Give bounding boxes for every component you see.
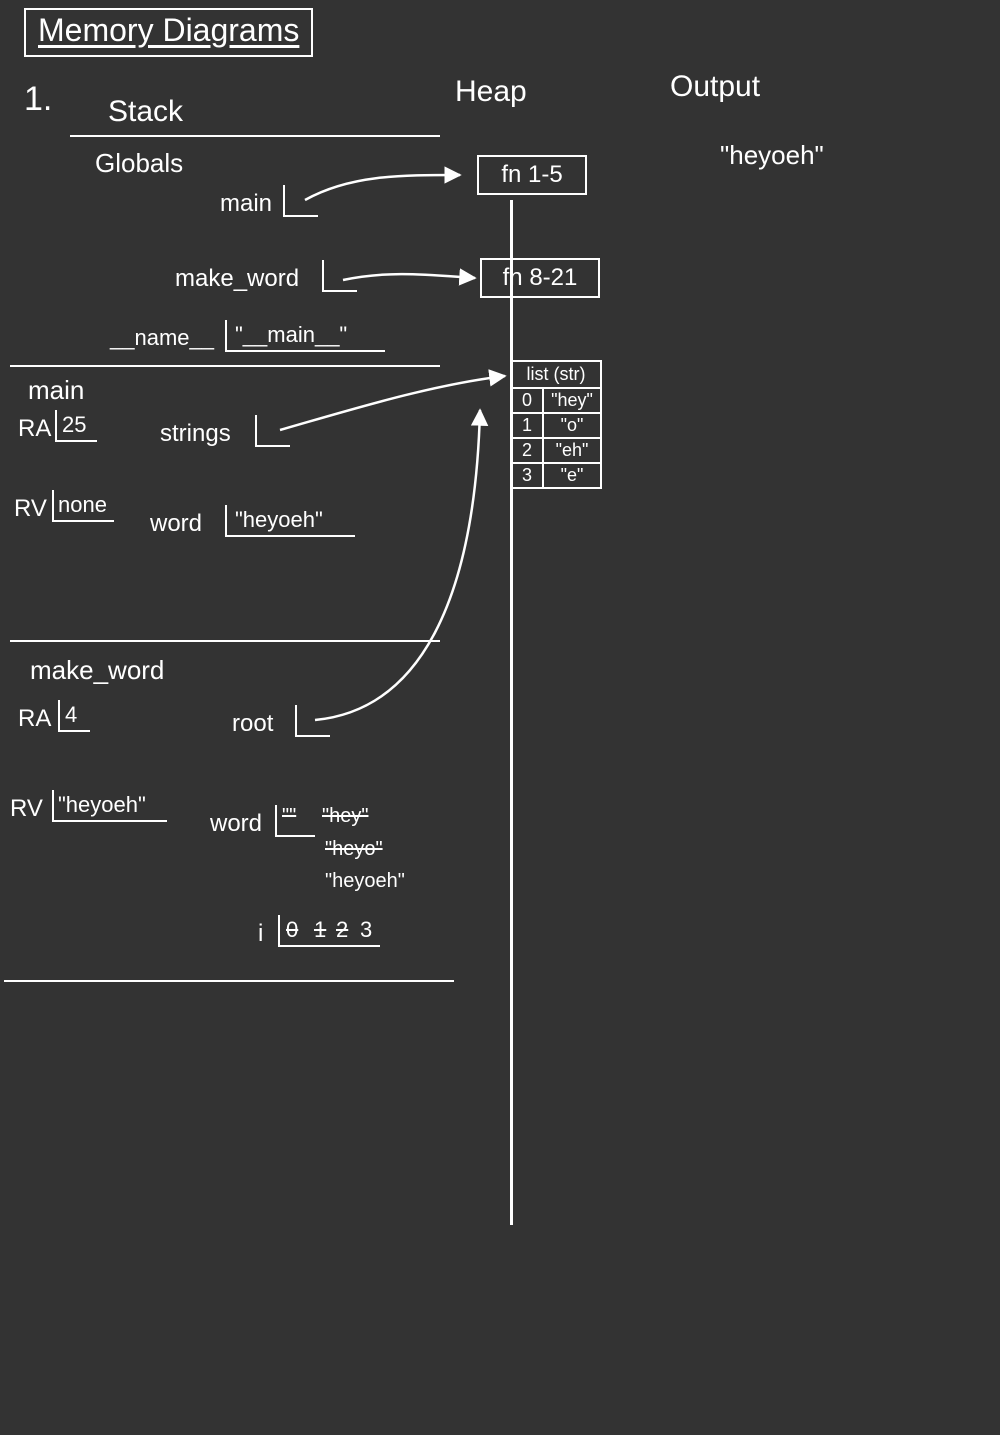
stack-heading: Stack: [108, 95, 183, 129]
frame-divider-2: [10, 640, 440, 642]
arrows-layer: [0, 0, 1000, 1435]
globals-main-slot: [283, 185, 318, 217]
list-idx-0: 0: [512, 389, 544, 412]
heap-fn1: fn 1-5: [477, 155, 587, 195]
arrow-mw-root: [315, 410, 480, 720]
mw-i-hist-3: 3: [360, 917, 372, 943]
list-row: 0 "hey": [512, 389, 600, 412]
globals-name-value: "__main__": [235, 322, 347, 348]
list-val-3: "e": [544, 464, 600, 487]
main-ra-label: RA: [18, 415, 51, 443]
mw-rv-value: "heyoeh": [58, 792, 146, 818]
frame-makeword-title: make_word: [30, 655, 164, 686]
main-rv-label: RV: [14, 495, 47, 523]
list-val-2: "eh": [544, 439, 600, 462]
mw-word-hist-2: "heyo": [325, 838, 383, 861]
list-row: 3 "e": [512, 462, 600, 487]
mw-word-hist-0: "": [282, 805, 296, 828]
mw-word-label: word: [210, 810, 262, 838]
mw-root-label: root: [232, 710, 273, 738]
list-val-1: "o": [544, 414, 600, 437]
list-idx-2: 2: [512, 439, 544, 462]
title-box: Memory Diagrams: [24, 8, 313, 57]
mw-i-label: i: [258, 920, 263, 948]
arrow-globals-main: [305, 175, 460, 200]
heap-heading: Heap: [455, 75, 527, 109]
globals-makeword-label: make_word: [175, 265, 299, 293]
heap-list: list (str) 0 "hey" 1 "o" 2 "eh" 3 "e": [510, 360, 602, 489]
main-word-value: "heyoeh": [235, 507, 323, 533]
heap-list-header: list (str): [512, 362, 600, 389]
main-strings-label: strings: [160, 420, 231, 448]
main-ra-value: 25: [62, 412, 86, 438]
page-title: Memory Diagrams: [38, 12, 299, 48]
frame-main-title: main: [28, 375, 84, 406]
heap-divider: [510, 200, 513, 1225]
heap-fn2: fn 8-21: [480, 258, 600, 298]
output-heading: Output: [670, 70, 760, 104]
mw-word-hist-3: "heyoeh": [325, 870, 405, 893]
globals-main-label: main: [220, 190, 272, 218]
mw-ra-value: 4: [65, 702, 77, 728]
problem-number: 1.: [24, 80, 52, 119]
globals-makeword-slot: [322, 260, 357, 292]
mw-i-hist-2: 2: [336, 917, 348, 943]
arrow-main-strings: [280, 376, 505, 430]
frame-divider-3: [4, 980, 454, 982]
main-word-label: word: [150, 510, 202, 538]
memory-diagram: Memory Diagrams 1. Stack Heap Output "he…: [0, 0, 1000, 1435]
mw-ra-label: RA: [18, 705, 51, 733]
mw-word-hist-1: "hey": [322, 805, 368, 828]
list-row: 2 "eh": [512, 437, 600, 462]
stack-top-line: [70, 135, 440, 137]
main-strings-slot: [255, 415, 290, 447]
list-idx-3: 3: [512, 464, 544, 487]
mw-i-hist-0: 0: [286, 917, 298, 943]
frame-globals-title: Globals: [95, 148, 183, 179]
list-val-0: "hey": [544, 389, 600, 412]
arrow-globals-makeword: [343, 274, 475, 280]
mw-rv-label: RV: [10, 795, 43, 823]
list-row: 1 "o": [512, 412, 600, 437]
main-rv-value: none: [58, 492, 107, 518]
globals-name-label: __name__: [110, 325, 214, 351]
frame-divider-1: [10, 365, 440, 367]
output-value: "heyoeh": [720, 140, 824, 171]
mw-root-slot: [295, 705, 330, 737]
mw-i-hist-1: 1: [314, 917, 326, 943]
list-idx-1: 1: [512, 414, 544, 437]
